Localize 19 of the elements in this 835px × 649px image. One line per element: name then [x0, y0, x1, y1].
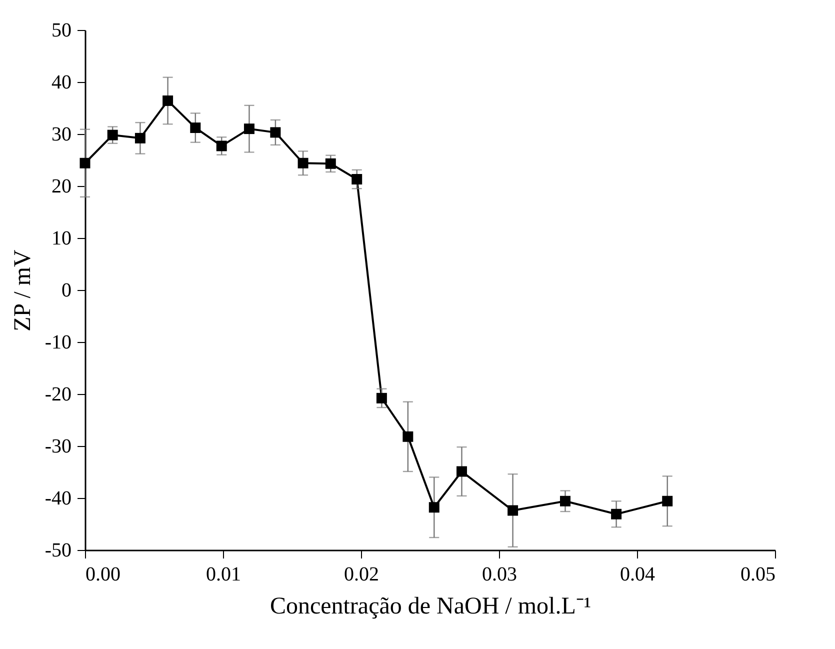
y-tick-label: -20: [44, 384, 72, 406]
y-tick-label: -10: [44, 332, 72, 354]
y-tick-label: 40: [52, 72, 72, 94]
y-tick-label: 10: [52, 228, 72, 250]
x-tick-label: 0.02: [344, 564, 379, 586]
y-tick-label: 30: [52, 124, 72, 146]
x-tick-label: 0.01: [206, 564, 241, 586]
y-tick-label: -30: [44, 436, 72, 458]
y-axis-title: ZP / mV: [10, 248, 36, 332]
x-axis-title: Concentração de NaOH / mol.L⁻¹: [270, 594, 592, 620]
y-tick-label: -50: [44, 540, 72, 562]
y-tick-label: 0: [62, 280, 72, 302]
x-tick-label: 0.04: [620, 564, 655, 586]
x-tick-label: 0.05: [740, 564, 776, 586]
x-tick-label: 0.00: [86, 564, 120, 586]
y-tick-label: -40: [44, 488, 72, 510]
x-tick-label: 0.03: [482, 564, 517, 586]
y-tick-label: 50: [52, 20, 72, 42]
y-tick-label: 20: [52, 176, 72, 198]
